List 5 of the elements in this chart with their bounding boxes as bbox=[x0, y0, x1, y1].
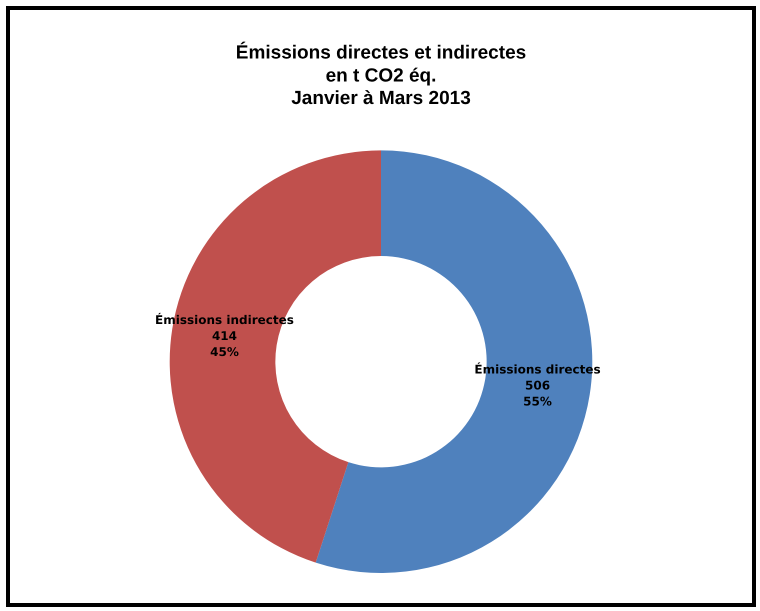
data-label: 506 55% bbox=[523, 378, 552, 409]
text: en t CO2 éq. bbox=[326, 65, 436, 86]
data-label: 414 45% bbox=[210, 329, 239, 360]
text: Janvier à Mars 2013 bbox=[291, 88, 471, 110]
text: Émissions directes et indirectes bbox=[236, 42, 526, 64]
